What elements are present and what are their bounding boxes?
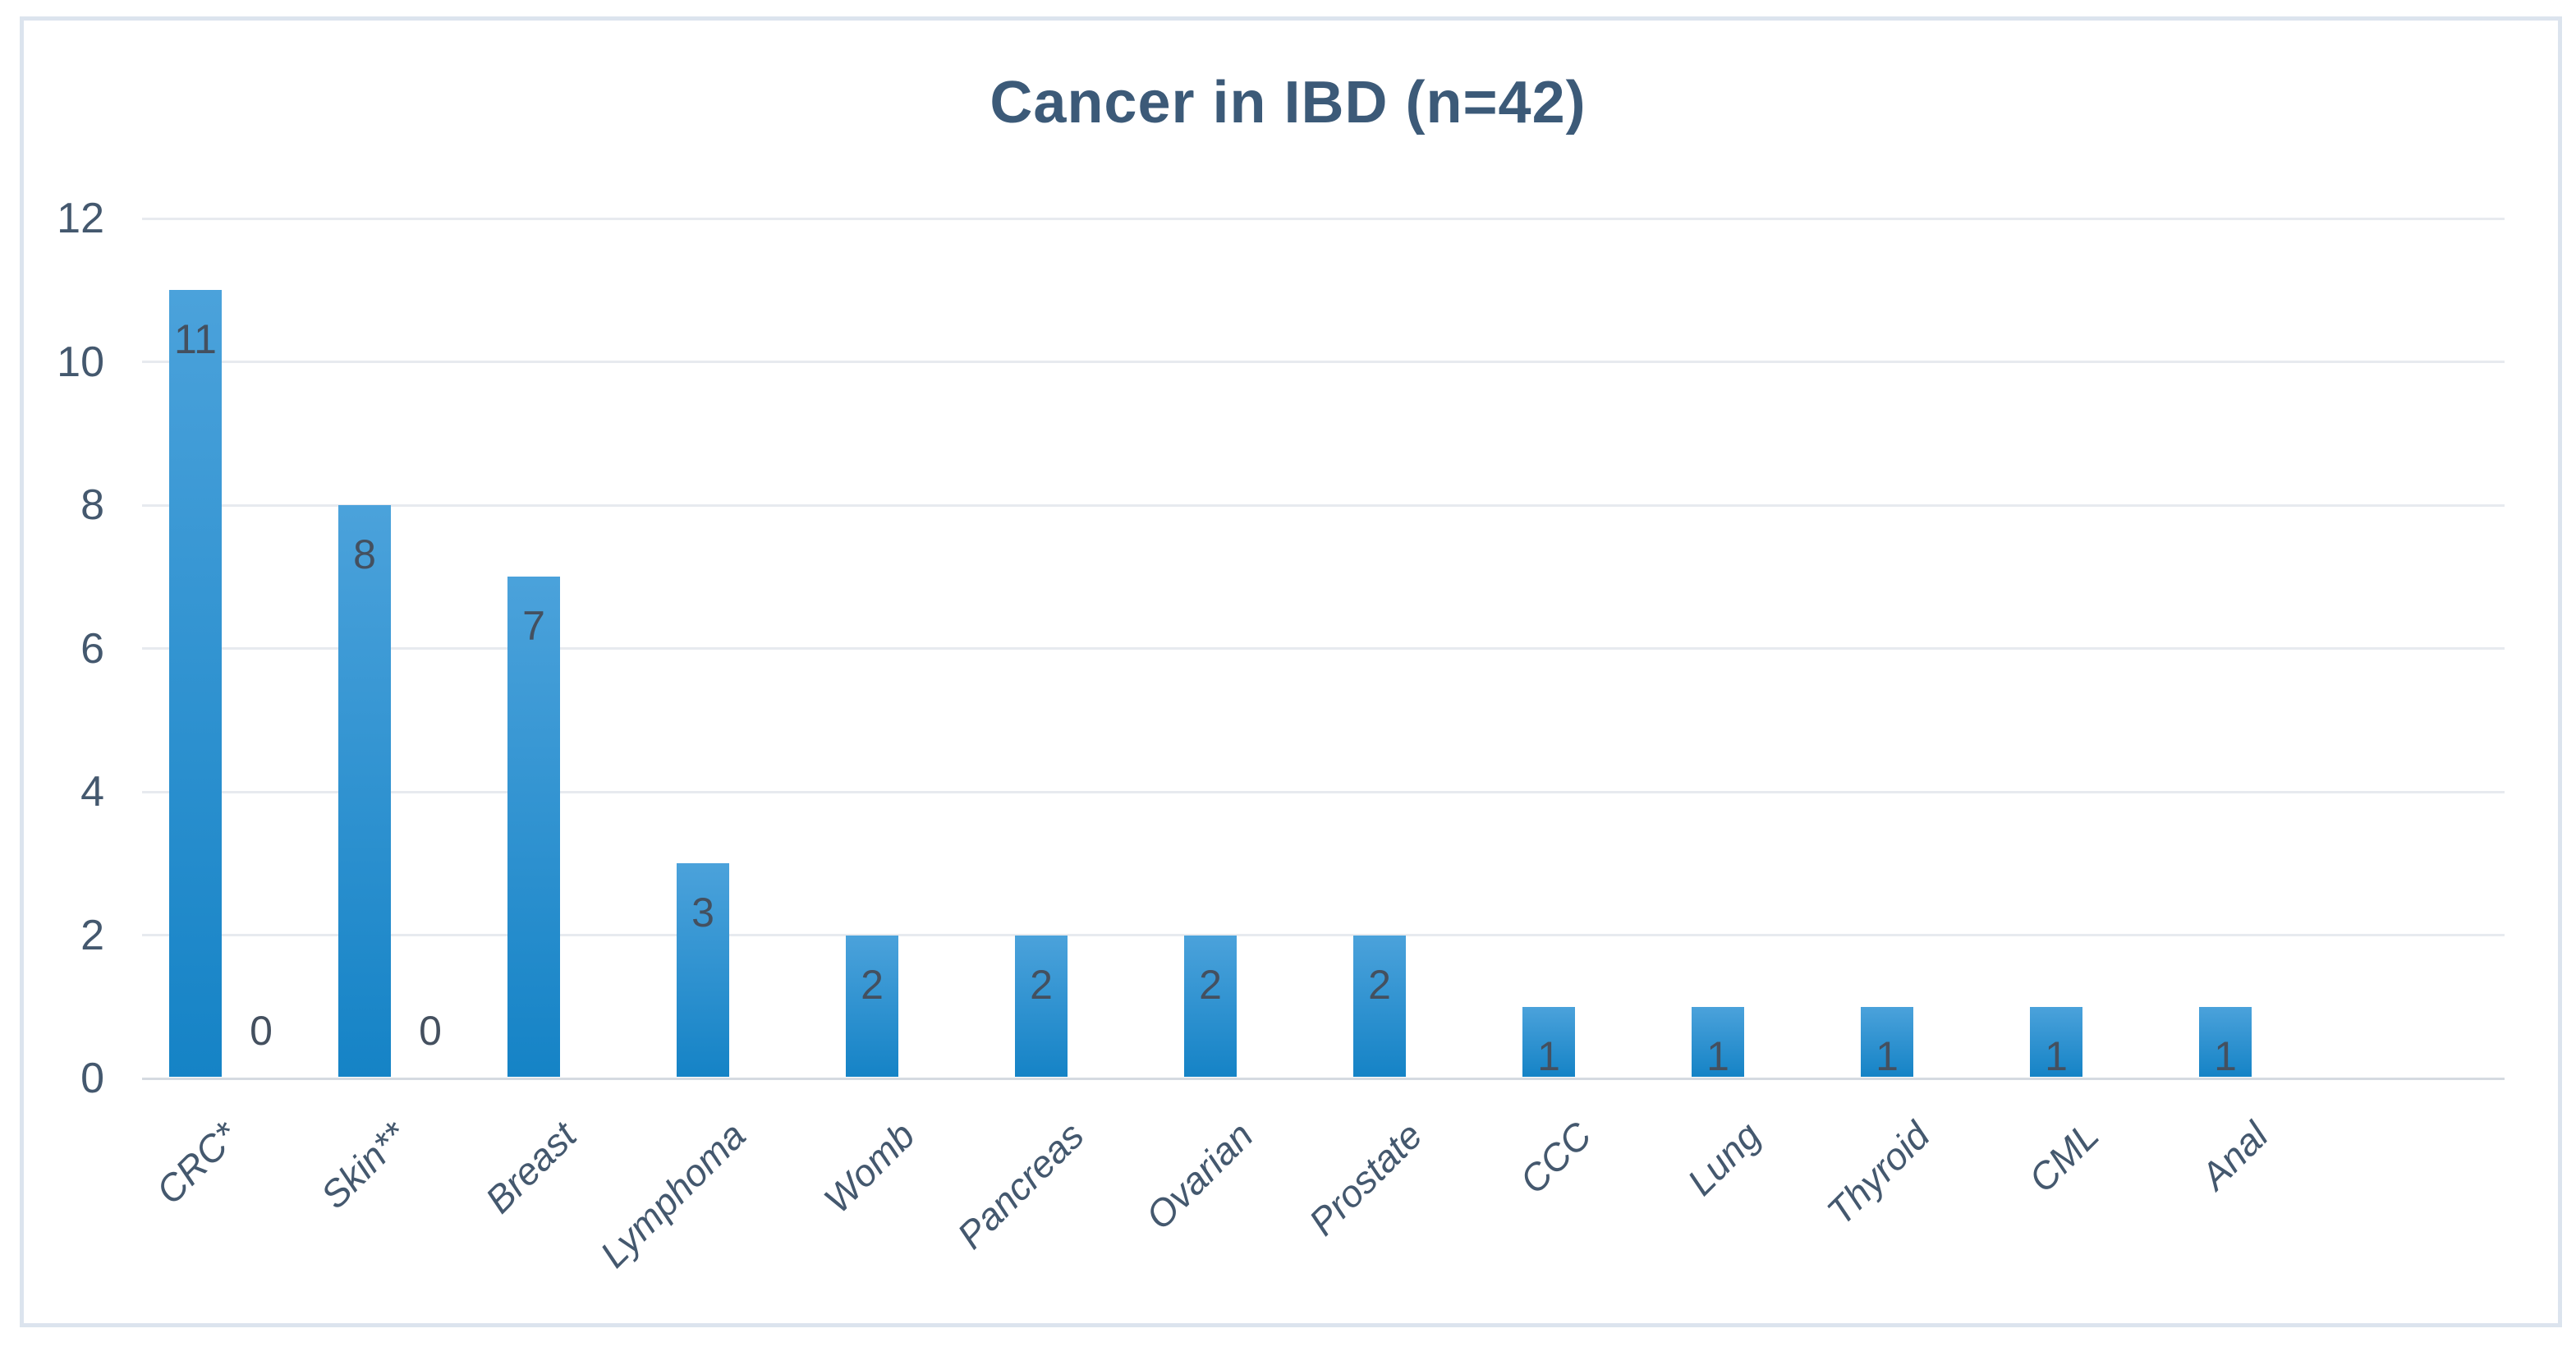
y-axis-tick-6: 6 xyxy=(80,624,104,673)
data-label-lymphoma: 3 xyxy=(691,890,714,936)
bar-prostate xyxy=(1353,935,1406,1077)
data-label-pancreas: 2 xyxy=(1030,961,1053,1008)
y-axis-tick-8: 8 xyxy=(80,481,104,529)
gridline-8 xyxy=(142,503,2505,507)
data-label-anal: 1 xyxy=(2214,1032,2237,1079)
bar-crc xyxy=(169,290,222,1077)
y-axis-tick-0: 0 xyxy=(80,1055,104,1102)
data-label-ccc: 1 xyxy=(1537,1032,1560,1079)
data-label-crc: 11 xyxy=(174,316,217,363)
y-axis-tick-10: 10 xyxy=(57,338,104,386)
bar-womb xyxy=(846,935,898,1077)
gridline-4 xyxy=(142,790,2505,793)
bar-thyroid xyxy=(1861,1006,1913,1077)
bar-skin xyxy=(338,505,391,1077)
bar-cml xyxy=(2030,1006,2082,1077)
gridline-10 xyxy=(142,361,2505,363)
y-axis-tick-4: 4 xyxy=(80,768,104,816)
data-label-ovarian: 2 xyxy=(1199,961,1222,1008)
bar-ccc xyxy=(1522,1006,1575,1077)
data-label-lung: 1 xyxy=(1706,1032,1729,1079)
bar-lymphoma xyxy=(677,863,729,1077)
gridline-2 xyxy=(142,934,2505,936)
data-label-cml: 1 xyxy=(2045,1032,2068,1079)
bar-breast xyxy=(507,577,560,1077)
bar-ovarian xyxy=(1184,935,1237,1077)
y-axis-tick-12: 12 xyxy=(57,195,104,242)
y-axis-tick-2: 2 xyxy=(80,911,104,959)
data-label-thyroid: 1 xyxy=(1876,1032,1899,1079)
data-label-breast: 7 xyxy=(522,603,545,650)
bar-pancreas xyxy=(1015,935,1068,1077)
zero-data-label-crc: 0 xyxy=(250,1008,273,1054)
chart-frame xyxy=(20,16,2562,1327)
data-label-skin: 8 xyxy=(353,531,376,577)
gridline-6 xyxy=(142,647,2505,650)
chart-title: Cancer in IBD (n=42) xyxy=(990,70,1586,136)
bar-lung xyxy=(1692,1006,1744,1077)
x-axis-line xyxy=(142,1077,2505,1080)
gridline-12 xyxy=(142,217,2505,220)
data-label-prostate: 2 xyxy=(1368,961,1391,1008)
zero-data-label-skin: 0 xyxy=(419,1008,442,1054)
data-label-womb: 2 xyxy=(861,961,884,1008)
bar-anal xyxy=(2199,1006,2252,1077)
